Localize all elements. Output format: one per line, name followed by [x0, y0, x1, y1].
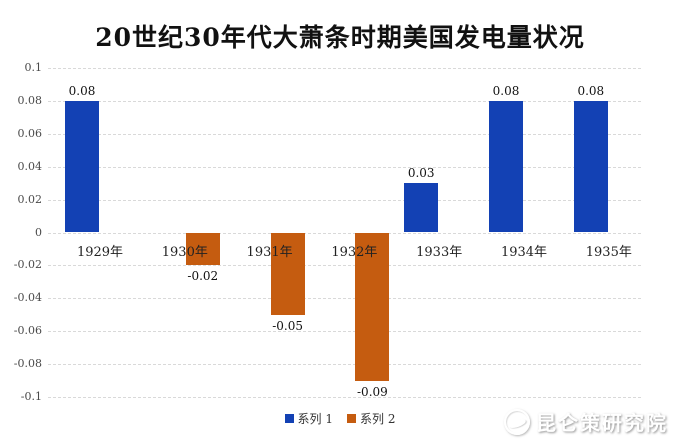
- bar: [185, 232, 220, 266]
- legend: 系列 1 系列 2: [0, 410, 680, 427]
- y-axis-tick-label: 0.04: [17, 159, 43, 173]
- x-axis-category-label: 1932年: [331, 244, 378, 260]
- watermark-text: 昆仑策研究院: [536, 411, 668, 435]
- y-axis-tick-label: -0.04: [13, 291, 42, 305]
- watermark: 昆仑策研究院: [504, 407, 668, 436]
- gridline: [48, 298, 641, 300]
- value-label: -0.09: [357, 384, 388, 399]
- gridline: [48, 397, 641, 398]
- bar: [355, 232, 390, 381]
- y-axis-tick-label: 0.02: [17, 192, 43, 206]
- legend-item-series2: 系列 2: [347, 410, 395, 427]
- gridline: [48, 166, 641, 168]
- bar: [573, 100, 608, 233]
- gridline: [48, 232, 641, 234]
- y-axis-tick-label: -0.08: [13, 357, 42, 371]
- y-axis-tick-label: 0.08: [17, 93, 43, 107]
- value-label: -0.05: [272, 318, 303, 333]
- value-label: 0.08: [577, 83, 605, 98]
- y-axis-tick-label: -0.1: [20, 390, 42, 403]
- bar: [404, 183, 439, 233]
- series2-swatch-icon: [347, 414, 356, 423]
- series1-swatch-icon: [284, 414, 294, 423]
- y-axis-tick-label: 0.1: [24, 61, 43, 74]
- gridline: [48, 364, 641, 366]
- value-label: 0.03: [407, 166, 435, 181]
- bar: [489, 100, 523, 233]
- gridline: [48, 68, 641, 69]
- value-label: 0.08: [68, 83, 96, 98]
- chart-title: 20世纪30年代大萧条时期美国发电量状况: [95, 23, 585, 52]
- legend-item-series1: 系列 1: [284, 410, 333, 427]
- y-axis-tick-label: 0: [35, 225, 42, 239]
- bar: [270, 232, 305, 315]
- x-axis-category-label: 1930年: [161, 244, 208, 260]
- gridline: [48, 133, 641, 135]
- legend-label-series1: 系列 1: [297, 412, 333, 426]
- x-axis-category-label: 1934年: [500, 244, 548, 260]
- y-axis-tick-label: -0.06: [13, 324, 42, 338]
- value-label: 0.08: [492, 83, 520, 98]
- x-axis-category-label: 1929年: [76, 244, 124, 260]
- gridline: [48, 199, 641, 201]
- value-label: -0.02: [187, 269, 219, 284]
- gridline: [48, 100, 641, 102]
- x-axis-category-label: 1933年: [416, 244, 463, 260]
- y-axis-tick-label: -0.02: [13, 258, 42, 272]
- x-axis-category-label: 1931年: [246, 244, 293, 260]
- watermark-globe-icon: [504, 408, 530, 435]
- bar: [65, 100, 99, 233]
- legend-label-series2: 系列 2: [360, 412, 396, 426]
- y-axis-tick-label: 0.06: [17, 126, 43, 140]
- x-axis-category-label: 1935年: [585, 244, 632, 260]
- gridline: [48, 265, 641, 267]
- gridline: [48, 331, 641, 333]
